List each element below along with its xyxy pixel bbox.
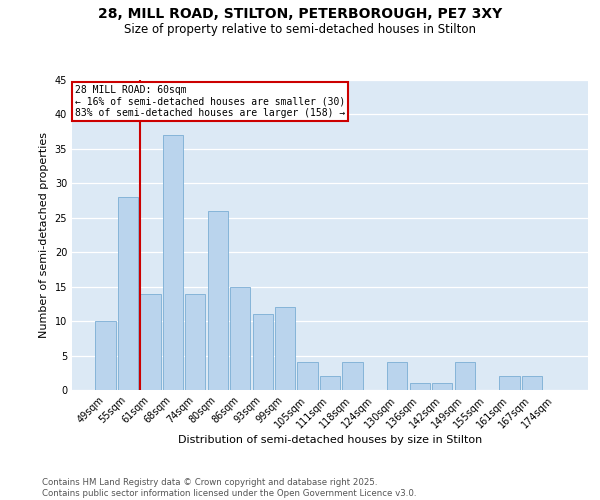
Text: Distribution of semi-detached houses by size in Stilton: Distribution of semi-detached houses by … [178,435,482,445]
Text: 28, MILL ROAD, STILTON, PETERBOROUGH, PE7 3XY: 28, MILL ROAD, STILTON, PETERBOROUGH, PE… [98,8,502,22]
Bar [343,362,362,390]
Bar [230,286,250,390]
Bar [208,211,228,390]
Y-axis label: Number of semi-detached properties: Number of semi-detached properties [39,132,49,338]
Bar [410,383,430,390]
Text: Contains HM Land Registry data © Crown copyright and database right 2025.
Contai: Contains HM Land Registry data © Crown c… [42,478,416,498]
Bar [275,308,295,390]
Text: Size of property relative to semi-detached houses in Stilton: Size of property relative to semi-detach… [124,22,476,36]
Bar [95,321,116,390]
Bar [118,197,138,390]
Bar [455,362,475,390]
Bar [163,135,183,390]
Bar [522,376,542,390]
Bar [387,362,407,390]
Bar [499,376,520,390]
Bar [140,294,161,390]
Bar [298,362,317,390]
Bar [185,294,205,390]
Bar [432,383,452,390]
Bar [320,376,340,390]
Text: 28 MILL ROAD: 60sqm
← 16% of semi-detached houses are smaller (30)
83% of semi-d: 28 MILL ROAD: 60sqm ← 16% of semi-detach… [74,84,345,118]
Bar [253,314,273,390]
